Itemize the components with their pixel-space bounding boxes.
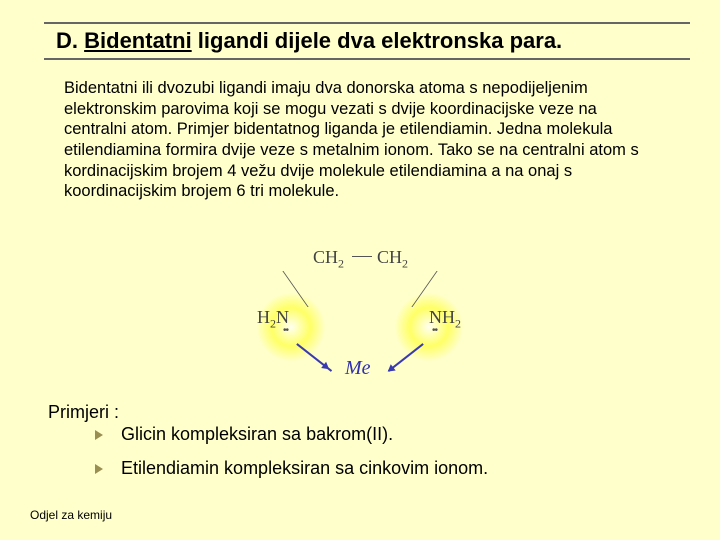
bullet-icon (95, 430, 103, 440)
ch2-left-label: CH2 (313, 247, 344, 272)
metal-label: Me (345, 357, 371, 380)
ch2-right-label: CH2 (377, 247, 408, 272)
footer-text: Odjel za kemiju (30, 508, 112, 522)
h2n-n: N (276, 307, 289, 327)
ch2-right-sub: 2 (402, 257, 408, 271)
title-rest: ligandi dijele dva elektronska para. (192, 28, 562, 53)
title-corner-mask (30, 22, 44, 60)
nh2-sub: 2 (455, 317, 461, 331)
examples-heading: Primjeri : (48, 402, 119, 423)
body-paragraph: Bidentatni ili dvozubi ligandi imaju dva… (64, 78, 660, 202)
lone-pair-left: •• (283, 325, 288, 336)
lone-pair-right: •• (432, 325, 437, 336)
page-title: D. Bidentatni ligandi dijele dva elektro… (50, 24, 568, 58)
title-rule-bottom (30, 58, 690, 60)
bond-top (352, 256, 372, 257)
example-text-1: Glicin kompleksiran sa bakrom(II). (121, 424, 393, 445)
title-prefix: D. (56, 28, 84, 53)
example-item-1: Glicin kompleksiran sa bakrom(II). (95, 424, 393, 445)
bullet-icon (95, 464, 103, 474)
ch2-left-text: CH (313, 247, 338, 267)
ch2-left-sub: 2 (338, 257, 344, 271)
example-text-2: Etilendiamin kompleksiran sa cinkovim io… (121, 458, 488, 479)
ethylenediamine-diagram: CH2 CH2 H2N NH2 •• •• Me (265, 245, 455, 390)
title-underlined: Bidentatni (84, 28, 192, 53)
ch2-right-text: CH (377, 247, 402, 267)
example-item-2: Etilendiamin kompleksiran sa cinkovim io… (95, 458, 488, 479)
nh2-n: NH (429, 307, 455, 327)
h2n-h: H (257, 307, 270, 327)
